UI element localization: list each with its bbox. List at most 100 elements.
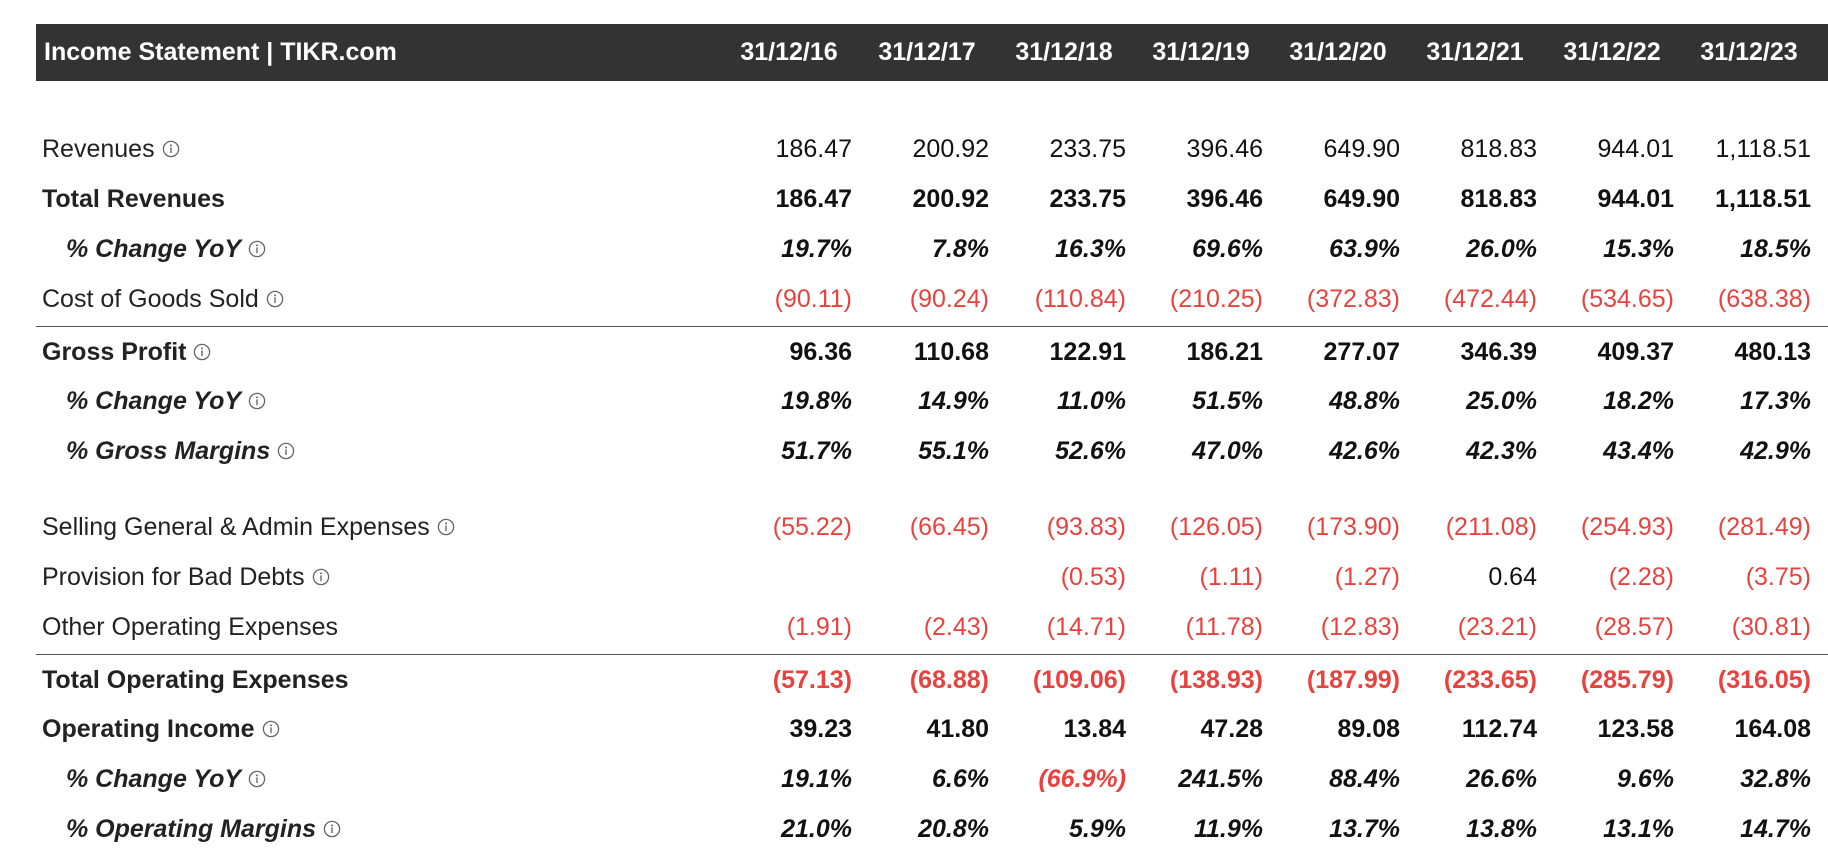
table-cell: 0.64 [1488, 563, 1537, 591]
info-icon[interactable] [248, 770, 266, 788]
row-label-text: Revenues [42, 135, 155, 163]
row-label-text: Provision for Bad Debts [42, 563, 305, 591]
table-cell: 16.3% [1055, 235, 1126, 263]
table-title: Income Statement | TIKR.com [44, 38, 397, 66]
info-icon[interactable] [162, 140, 180, 158]
table-cell: 122.91 [1049, 338, 1126, 366]
info-icon[interactable] [248, 392, 266, 410]
info-icon[interactable] [262, 720, 280, 738]
table-cell: 18.5% [1740, 235, 1811, 263]
table-cell: 13.8% [1466, 815, 1537, 843]
table-cell: 11.0% [1056, 387, 1126, 415]
table-cell: (11.78) [1185, 613, 1263, 641]
table-cell: (285.79) [1580, 666, 1674, 694]
row-label: % Operating Margins [66, 804, 341, 854]
period-header[interactable]: 31/12/23 [1700, 38, 1798, 66]
row-label-text: Cost of Goods Sold [42, 285, 259, 313]
row-label-text: Operating Income [42, 715, 255, 743]
table-cell: 19.1% [781, 765, 852, 793]
table-row: % Change YoY 19.1% 6.6% (66.9%) 241.5% 88.4% 2… [36, 754, 1828, 804]
table-cell: 69.6% [1192, 235, 1263, 263]
table-cell: 396.46 [1186, 135, 1263, 163]
table-cell: (55.22) [772, 513, 852, 541]
period-header[interactable]: 31/12/18 [1015, 38, 1113, 66]
table-row: Total Revenues 186.47 200.92 233.75 396.46 64… [36, 174, 1828, 224]
table-cell: 25.0% [1466, 387, 1537, 415]
row-label: Total Operating Expenses [42, 655, 349, 705]
table-cell: 649.90 [1323, 185, 1400, 213]
table-row: Total Operating Expenses (57.13) (68.88) (1… [36, 654, 1828, 705]
table-cell: (211.08) [1445, 513, 1537, 541]
row-label-text: Gross Profit [42, 338, 187, 366]
table-row: Cost of Goods Sold (90.11) (90.24) (110.84)… [36, 274, 1828, 324]
table-cell: 13.1% [1603, 815, 1674, 843]
period-header[interactable]: 31/12/16 [740, 38, 838, 66]
table-cell: 6.6% [932, 765, 989, 793]
info-icon[interactable] [277, 442, 295, 460]
row-label: Cost of Goods Sold [42, 274, 284, 324]
table-cell: 241.5% [1178, 765, 1263, 793]
period-header[interactable]: 31/12/22 [1563, 38, 1661, 66]
table-row: % Change YoY 19.7% 7.8% 16.3% 69.6% 63.9% 26.0… [36, 224, 1828, 274]
table-cell: (30.81) [1731, 613, 1811, 641]
row-label-text: % Operating Margins [66, 815, 317, 843]
table-cell: 480.13 [1734, 338, 1811, 366]
table-cell: 48.8% [1329, 387, 1400, 415]
info-icon[interactable] [323, 820, 341, 838]
row-label: % Change YoY [66, 754, 266, 804]
row-label-text: Total Revenues [42, 185, 225, 213]
info-icon[interactable] [266, 290, 284, 308]
period-header[interactable]: 31/12/19 [1152, 38, 1250, 66]
table-cell: (138.93) [1169, 666, 1263, 694]
table-cell: (68.88) [909, 666, 989, 694]
table-cell: 1,118.51 [1715, 135, 1811, 163]
table-cell: (1.91) [786, 613, 852, 641]
row-label: Operating Income [42, 704, 280, 754]
row-label-text: % Change YoY [66, 765, 242, 793]
table-cell: 42.3% [1466, 437, 1537, 465]
table-cell: 164.08 [1734, 715, 1811, 743]
table-cell: 1,118.51 [1715, 185, 1811, 213]
row-label: Revenues [42, 124, 180, 174]
table-cell: 200.92 [912, 135, 989, 163]
table-cell: (90.24) [909, 285, 989, 313]
period-header[interactable]: 31/12/20 [1289, 38, 1387, 66]
table-cell: (1.11) [1199, 563, 1263, 591]
table-cell: 346.39 [1460, 338, 1537, 366]
table-cell: (187.99) [1306, 666, 1400, 694]
table-cell: (210.25) [1169, 285, 1263, 313]
row-label: Selling General & Admin Expenses [42, 502, 455, 552]
table-cell: (90.11) [774, 285, 852, 313]
period-header[interactable]: 31/12/17 [878, 38, 976, 66]
row-label-text: Total Operating Expenses [42, 666, 349, 694]
table-cell: (66.45) [909, 513, 989, 541]
table-cell: 200.92 [912, 185, 989, 213]
table-cell: 41.80 [926, 715, 989, 743]
table-cell: 944.01 [1597, 185, 1674, 213]
table-cell: 7.8% [932, 235, 989, 263]
table-cell: (28.57) [1594, 613, 1674, 641]
table-cell: (23.21) [1457, 613, 1537, 641]
period-header[interactable]: 31/12/21 [1426, 38, 1524, 66]
row-label-text: Selling General & Admin Expenses [42, 513, 430, 541]
table-cell: 43.4% [1603, 437, 1674, 465]
row-label: % Change YoY [66, 224, 266, 274]
info-icon[interactable] [312, 568, 330, 586]
table-row: Provision for Bad Debts (0.53) (1.11) (1.27… [36, 552, 1828, 602]
table-cell: 14.9% [918, 387, 989, 415]
table-cell: 9.6% [1617, 765, 1674, 793]
table-cell: (233.65) [1443, 666, 1537, 694]
table-cell: (638.38) [1717, 285, 1811, 313]
row-label: Total Revenues [42, 174, 225, 224]
info-icon[interactable] [437, 518, 455, 536]
table-cell: 11.9% [1193, 815, 1263, 843]
info-icon[interactable] [248, 240, 266, 258]
table-cell: 396.46 [1186, 185, 1263, 213]
table-cell: (254.93) [1580, 513, 1674, 541]
table-cell: (173.90) [1306, 513, 1400, 541]
table-cell: 51.5% [1192, 387, 1263, 415]
info-icon[interactable] [193, 343, 211, 361]
table-cell: 32.8% [1740, 765, 1811, 793]
table-cell: 944.01 [1597, 135, 1674, 163]
table-cell: 186.47 [775, 185, 852, 213]
